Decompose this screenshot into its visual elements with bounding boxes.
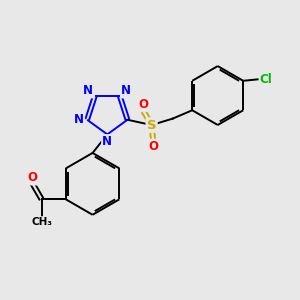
Text: Cl: Cl xyxy=(260,73,273,86)
Text: O: O xyxy=(27,171,37,184)
Text: N: N xyxy=(102,135,112,148)
Text: N: N xyxy=(83,84,93,97)
Text: O: O xyxy=(138,98,148,111)
Text: N: N xyxy=(121,84,131,97)
Text: S: S xyxy=(147,118,156,131)
Text: CH₃: CH₃ xyxy=(31,217,52,227)
Text: O: O xyxy=(148,140,158,153)
Text: N: N xyxy=(74,113,84,126)
